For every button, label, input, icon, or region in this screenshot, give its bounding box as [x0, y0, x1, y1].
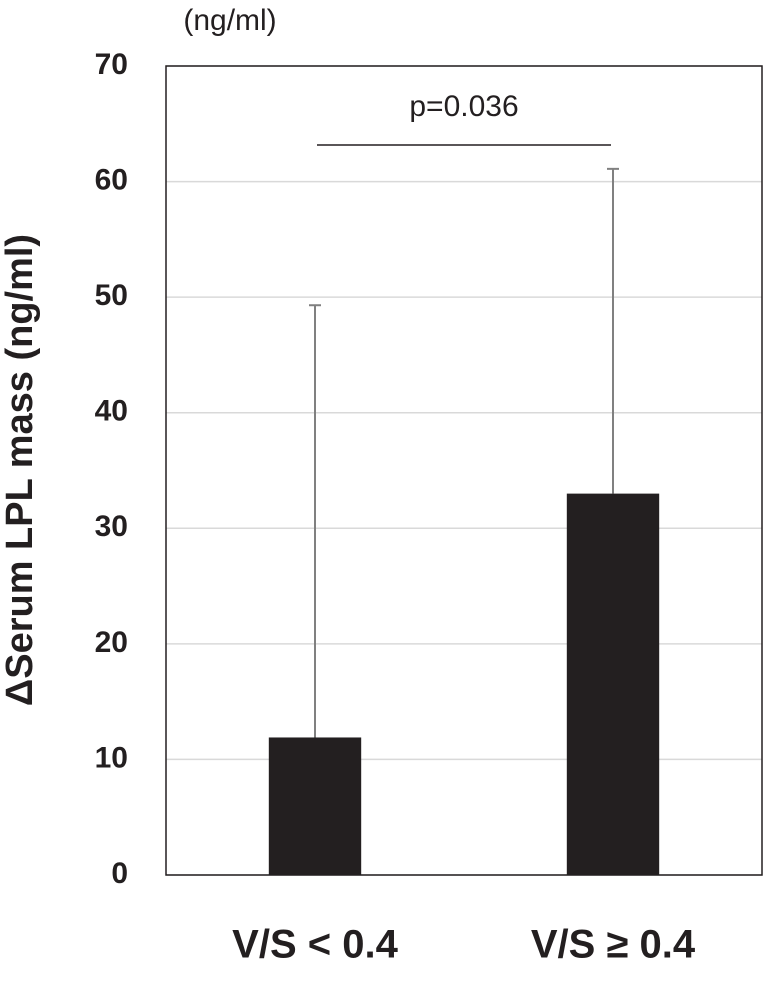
y-tick-label: 30 — [95, 510, 128, 543]
y-tick-label: 20 — [95, 626, 128, 659]
y-tick-label: 70 — [95, 48, 128, 81]
x-tick-label: V/S ≥ 0.4 — [531, 923, 696, 967]
plot-frame — [165, 65, 763, 876]
y-tick-label: 50 — [95, 279, 128, 312]
y-tick-label: 40 — [95, 395, 128, 428]
y-tick-label: 10 — [95, 741, 128, 774]
y-tick-label: 0 — [111, 857, 128, 890]
y-axis-label: ΔSerum LPL mass (ng/ml) — [0, 234, 41, 706]
x-tick-label: V/S < 0.4 — [232, 923, 398, 967]
y-tick-label: 60 — [95, 163, 128, 196]
bar — [268, 737, 362, 875]
bar — [566, 493, 660, 875]
annotation: p=0.036 — [409, 90, 518, 123]
unit-label: (ng/ml) — [183, 4, 276, 37]
